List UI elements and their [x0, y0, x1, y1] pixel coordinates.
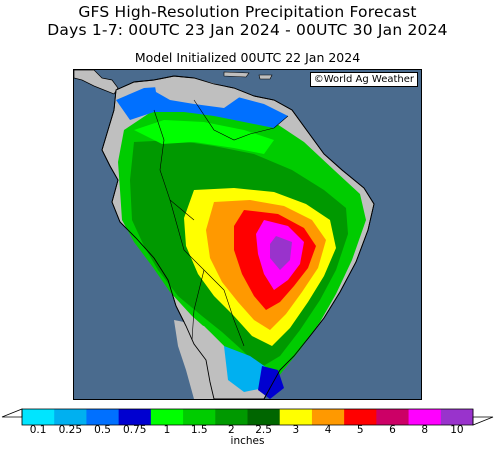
- coastline: [101, 75, 375, 399]
- credit-label: ©World Ag Weather: [309, 72, 418, 87]
- colorbar: [1, 408, 494, 426]
- precip-band-0.25in: [224, 346, 270, 392]
- model-initialized: Model Initialized 00UTC 22 Jan 2024: [134, 50, 361, 65]
- colorbar-swatch: [311, 409, 345, 425]
- colorbar-swatch: [408, 409, 442, 425]
- colorbar-swatch: [183, 409, 216, 425]
- colorbar-swatch: [279, 409, 313, 425]
- colorbar-tick-label: 0.75: [123, 424, 147, 436]
- map-title: GFS High-Resolution Precipitation Foreca…: [78, 3, 417, 21]
- colorbar-swatch: [118, 409, 152, 425]
- colorbar-swatch: [86, 409, 120, 425]
- colorbar-tick-label: 2: [228, 424, 235, 436]
- colorbar-tick-label: 4: [324, 424, 332, 436]
- precipitation-map: ©World Ag Weather: [73, 69, 422, 400]
- colorbar-swatch: [247, 409, 281, 425]
- central-america: [74, 70, 119, 95]
- colorbar-swatch: [440, 409, 474, 425]
- precip-band-1in: [134, 120, 274, 154]
- colorbar-tick-label: 5: [356, 424, 364, 436]
- colorbar-tick-label: 0.25: [58, 424, 83, 436]
- colorbar-tick-label: 6: [389, 424, 396, 436]
- caribbean-island: [223, 71, 250, 78]
- caribbean-island: [258, 74, 273, 80]
- country-borders: [153, 99, 289, 347]
- colorbar-swatch: [376, 409, 410, 425]
- colorbar-tick-label: 1.5: [190, 424, 208, 436]
- colorbar-tick-label: 0.5: [94, 424, 111, 436]
- colorbar-tick-label: 1: [163, 424, 171, 436]
- colorbar-tick-label: 3: [292, 424, 300, 436]
- precip-band-0.5in: [116, 86, 288, 128]
- colorbar-swatch: [150, 409, 184, 425]
- colorbar-tick-label: 2.5: [255, 424, 272, 436]
- colorbar-swatch: [344, 409, 377, 425]
- colorbar-swatch: [54, 409, 87, 425]
- colorbar-tick-label: 0.1: [29, 424, 47, 436]
- colorbar-swatch: [22, 409, 55, 425]
- precip-band-10in: [270, 236, 292, 270]
- forecast-period: Days 1-7: 00UTC 23 Jan 2024 - 00UTC 30 J…: [47, 21, 448, 39]
- colorbar-right-arrow: [472, 416, 494, 426]
- colorbar-tick-label: 10: [450, 424, 464, 436]
- colorbar-frame: [21, 408, 474, 426]
- colorbar-tick-label: 8: [421, 424, 429, 436]
- map-canvas: [74, 70, 421, 399]
- colorbar-left-arrow: [1, 408, 23, 418]
- colorbar-swatch: [215, 409, 248, 425]
- units-label: inches: [230, 435, 265, 447]
- dry-area-south: [174, 320, 224, 399]
